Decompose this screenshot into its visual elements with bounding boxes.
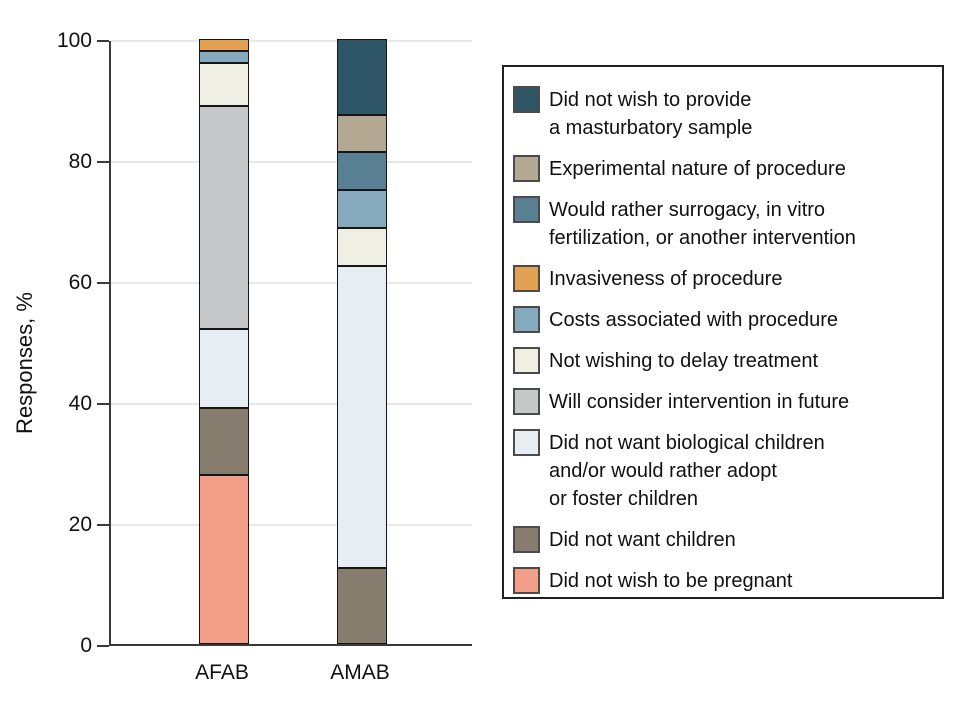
bar-segment xyxy=(337,114,387,153)
y-tick-mark-0 xyxy=(97,645,109,647)
bar-segment xyxy=(199,105,249,330)
bar-amab xyxy=(337,39,387,644)
legend-item-2: Would rather surrogacy, in vitro fertiliz… xyxy=(513,196,930,252)
y-tick-label-60: 60 xyxy=(68,271,92,294)
legend-label: Did not want children xyxy=(549,529,736,551)
y-tick-mark-60 xyxy=(97,282,109,284)
bar-segment xyxy=(337,39,387,115)
legend-item-6: Will consider intervention in future xyxy=(513,388,930,416)
bar-segment xyxy=(199,408,249,475)
legend-item-3: Invasiveness of procedure xyxy=(513,265,930,293)
legend-label: Did not wish to be pregnant xyxy=(549,570,793,592)
y-tick-mark-100 xyxy=(97,40,109,42)
bar-afab xyxy=(199,39,249,644)
bar-segment xyxy=(337,568,387,644)
y-tick-mark-20 xyxy=(97,524,109,526)
legend-item-0: Did not wish to provide a masturbatory sa… xyxy=(513,86,930,142)
gridline-80 xyxy=(111,161,472,163)
legend-swatch xyxy=(513,567,540,594)
gridline-100 xyxy=(111,40,472,42)
legend-label: Will consider intervention in future xyxy=(549,391,850,413)
y-tick-label-100: 100 xyxy=(56,29,92,52)
legend-swatch xyxy=(513,526,540,553)
gridline-20 xyxy=(111,524,472,526)
y-tick-label-0: 0 xyxy=(80,634,92,657)
bar-segment xyxy=(337,190,387,229)
legend-item-5: Not wishing to delay treatment xyxy=(513,347,930,375)
x-axis-label-amab: AMAB xyxy=(330,661,390,684)
legend-swatch xyxy=(513,196,540,223)
legend-swatch xyxy=(513,306,540,333)
y-tick-label-20: 20 xyxy=(68,513,92,536)
legend-item-4: Costs associated with procedure xyxy=(513,306,930,334)
bar-segment xyxy=(199,39,249,52)
legend-swatch xyxy=(513,347,540,374)
bar-segment xyxy=(337,228,387,266)
legend-label: Not wishing to delay treatment xyxy=(549,350,819,372)
bar-segment xyxy=(199,329,249,409)
legend-swatch xyxy=(513,388,540,415)
bar-segment xyxy=(199,63,249,106)
gridline-40 xyxy=(111,403,472,405)
gridline-60 xyxy=(111,282,472,284)
x-axis-label-afab: AFAB xyxy=(195,661,249,684)
bar-segment xyxy=(337,152,387,191)
legend: Did not wish to provide a masturbatory sa… xyxy=(502,65,944,599)
y-tick-label-40: 40 xyxy=(68,392,92,415)
legend-item-1: Experimental nature of procedure xyxy=(513,155,930,183)
plot-area xyxy=(97,39,472,647)
y-tick-label-80: 80 xyxy=(68,150,92,173)
legend-label: Invasiveness of procedure xyxy=(549,268,783,290)
bar-segment xyxy=(337,265,387,569)
legend-label: Did not wish to provide a masturbatory sa… xyxy=(549,89,753,139)
legend-swatch xyxy=(513,155,540,182)
legend-item-8: Did not want children xyxy=(513,526,930,554)
legend-label: Did not want biological children and/or w… xyxy=(549,432,825,510)
legend-label: Costs associated with procedure xyxy=(549,309,839,331)
bar-segment xyxy=(199,474,249,644)
legend-label: Experimental nature of procedure xyxy=(549,158,846,180)
legend-swatch xyxy=(513,429,540,456)
legend-item-9: Did not wish to be pregnant xyxy=(513,567,930,595)
legend-swatch xyxy=(513,86,540,113)
legend-swatch xyxy=(513,265,540,292)
y-tick-mark-40 xyxy=(97,403,109,405)
y-tick-mark-80 xyxy=(97,161,109,163)
legend-label: Would rather surrogacy, in vitro fertiliz… xyxy=(549,199,856,249)
legend-item-7: Did not want biological children and/or w… xyxy=(513,429,930,513)
bar-segment xyxy=(199,51,249,64)
